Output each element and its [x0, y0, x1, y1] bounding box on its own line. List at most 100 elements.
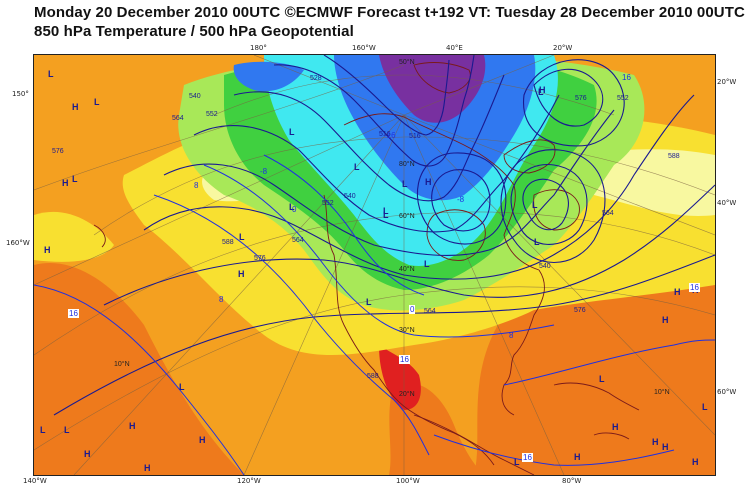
contour-label: 588 [222, 239, 234, 246]
bottom-axis-label: 140°W [23, 477, 47, 485]
contour-label: 516 [379, 131, 391, 138]
svg-text:L: L [514, 457, 520, 467]
contour-label: 552 [322, 200, 334, 207]
contour-label: 564 [172, 115, 184, 122]
svg-text:L: L [424, 259, 430, 269]
latitude-label: 10°N [654, 389, 670, 396]
svg-text:H: H [662, 315, 669, 325]
contour-label: 540 [344, 193, 356, 200]
isotherm-label: -16 [384, 131, 396, 140]
purple-core [379, 55, 486, 123]
svg-text:H: H [425, 177, 432, 187]
latitude-label: 50°N [399, 59, 415, 66]
right-axis-label: 20°W [717, 78, 737, 86]
isotherm-label: 8 [194, 181, 199, 190]
svg-text:L: L [179, 382, 185, 392]
latitude-label: 60°N [399, 213, 415, 220]
bottom-axis-label: 80°W [562, 477, 582, 485]
svg-text:H: H [62, 178, 69, 188]
isotherm-label: 0 [409, 305, 416, 314]
svg-text:H: H [84, 449, 91, 459]
isotherm-label: 16 [622, 73, 631, 82]
svg-text:H: H [129, 421, 136, 431]
isotherm-label: 16 [522, 453, 533, 462]
svg-text:L: L [64, 425, 70, 435]
svg-text:L: L [366, 297, 372, 307]
top-axis-label: 160°W [352, 44, 376, 52]
isotherm-label: 8 [509, 331, 514, 340]
contour-label: 564 [292, 237, 304, 244]
latitude-label: 20°N [399, 391, 415, 398]
svg-text:H: H [144, 463, 151, 473]
geopotential-contours [53, 55, 715, 416]
isotherm-label: -8 [260, 167, 268, 176]
svg-text:L: L [289, 202, 295, 212]
svg-text:L: L [534, 237, 540, 247]
right-axis-label: 60°W [717, 388, 737, 396]
svg-text:L: L [94, 97, 100, 107]
svg-text:H: H [574, 452, 581, 462]
contour-label: 540 [539, 263, 551, 270]
yellow-west [34, 211, 114, 262]
svg-text:L: L [538, 87, 544, 97]
svg-text:L: L [72, 174, 78, 184]
svg-text:L: L [402, 179, 408, 189]
right-axis-label: 40°W [717, 199, 737, 207]
svg-text:L: L [532, 200, 538, 210]
left-axis-label: 160°W [6, 239, 30, 247]
svg-text:H: H [238, 269, 245, 279]
top-axis-label: 180° [250, 44, 267, 52]
svg-text:L: L [40, 425, 46, 435]
svg-text:L: L [599, 374, 605, 384]
svg-text:H: H [674, 287, 681, 297]
warm-region-east [474, 285, 715, 475]
blue-region-west [233, 61, 304, 92]
contour-label: 516 [409, 133, 421, 140]
contour-label: 528 [310, 75, 322, 82]
svg-text:H: H [44, 245, 51, 255]
chart-subtitle: 850 hPa Temperature / 500 hPa Geopotenti… [34, 23, 354, 40]
svg-text:H: H [72, 102, 79, 112]
svg-text:H: H [662, 442, 669, 452]
blue-region [334, 55, 536, 201]
contour-label: 576 [574, 307, 586, 314]
svg-text:H: H [612, 422, 619, 432]
graticule [34, 55, 715, 475]
svg-text:L: L [48, 69, 54, 79]
svg-text:L: L [289, 127, 295, 137]
isotherm-label: 16 [689, 283, 700, 292]
contour-label: 564 [602, 210, 614, 217]
isotherm-label: 0 [292, 205, 297, 214]
svg-text:H: H [692, 457, 699, 467]
isotherm-label: 8 [219, 295, 224, 304]
bottom-axis-label: 120°W [237, 477, 261, 485]
contour-label: 552 [206, 111, 218, 118]
contour-label: 588 [668, 153, 680, 160]
chart-title: Monday 20 December 2010 00UTC ©ECMWF For… [34, 4, 745, 21]
contour-label: 576 [52, 148, 64, 155]
top-axis-label: 40°E [446, 44, 463, 52]
latitude-label: 30°N [399, 327, 415, 334]
isotherms [34, 154, 715, 475]
latitude-label: 40°N [399, 266, 415, 273]
svg-text:H: H [199, 435, 206, 445]
contour-label: 588 [367, 373, 379, 380]
coastlines [93, 62, 640, 475]
latitude-label: 10°N [114, 361, 130, 368]
svg-text:L: L [354, 162, 360, 172]
isotherm-label: -8 [457, 195, 465, 204]
contour-label: 576 [575, 95, 587, 102]
top-axis-label: 20°W [553, 44, 573, 52]
hot-spot-red [379, 345, 421, 410]
contour-label: 564 [424, 308, 436, 315]
svg-text:H: H [652, 437, 659, 447]
isotherm-label: 16 [68, 309, 79, 318]
contour-label: 540 [189, 93, 201, 100]
svg-text:L: L [383, 206, 389, 216]
svg-text:L: L [702, 402, 708, 412]
bottom-axis-label: 100°W [396, 477, 420, 485]
contour-label: 552 [617, 95, 629, 102]
